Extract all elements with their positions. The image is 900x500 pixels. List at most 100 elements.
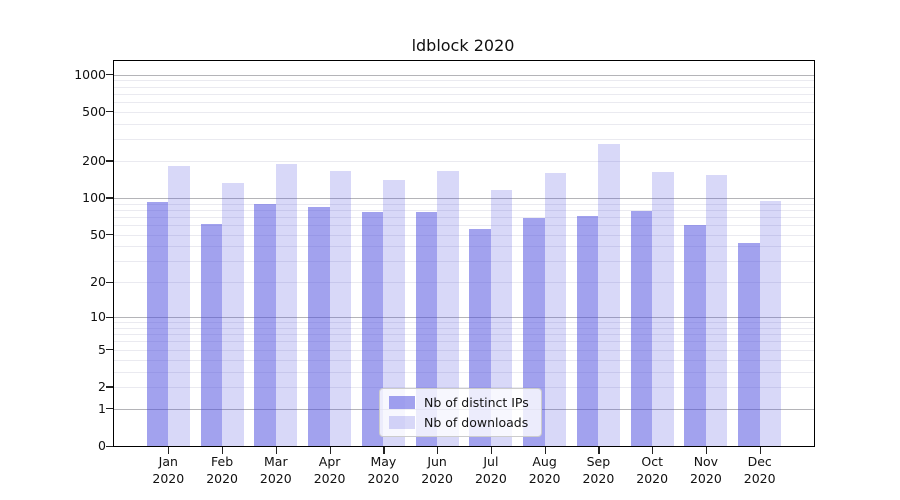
- x-axis-tick-label: Feb 2020: [206, 454, 238, 486]
- y-axis-tick-mark: [106, 349, 113, 351]
- bar-downloads: [222, 182, 244, 446]
- y-axis-tick-label: 5: [98, 341, 106, 357]
- gridline-minor: [114, 216, 814, 218]
- y-axis-tick-mark: [106, 445, 113, 447]
- bar-downloads: [705, 174, 728, 446]
- gridline-minor: [114, 234, 814, 236]
- gridline-minor: [114, 123, 814, 125]
- x-axis-tick-label: Nov 2020: [689, 454, 722, 486]
- x-axis-tick-label: Mar 2020: [259, 454, 292, 486]
- y-axis-tick-label: 50: [90, 226, 106, 242]
- y-axis-tick-mark: [106, 386, 113, 388]
- y-axis-tick-mark: [106, 160, 113, 162]
- x-axis-tick-mark: [168, 447, 170, 454]
- bar-downloads: [275, 163, 298, 446]
- y-axis-tick-mark: [106, 74, 113, 76]
- chart-title: ldblock 2020: [411, 36, 515, 55]
- gridline-minor: [114, 359, 814, 361]
- bar-distinct-ips: [576, 216, 599, 446]
- plot-area: 0 1 2 5 10 20 50 100 200 500 1000 Jan 2020 Feb 2020 Mar…: [74, 60, 815, 486]
- x-axis-tick-label: May 2020: [367, 454, 400, 486]
- y-axis-tick-mark: [106, 316, 113, 318]
- y-axis-tick-mark: [106, 281, 113, 283]
- y-axis-tick-label: 500: [82, 103, 106, 119]
- gridline-minor: [114, 86, 814, 88]
- y-axis-tick-label: 200: [82, 152, 106, 168]
- gridline-minor: [114, 139, 814, 141]
- bar-downloads: [383, 179, 405, 446]
- gridline-minor: [114, 102, 814, 103]
- gridline-minor: [114, 209, 814, 211]
- y-axis-tick-label: 2: [98, 378, 106, 394]
- legend-item: Nb of downloads: [389, 415, 529, 430]
- bar-distinct-ips: [200, 224, 223, 446]
- gridline-minor: [114, 327, 814, 329]
- gridline-minor: [114, 386, 814, 388]
- x-axis-tick-mark: [222, 447, 224, 454]
- x-axis-tick-label: Oct 2020: [636, 454, 669, 486]
- x-axis-tick-mark: [759, 447, 761, 454]
- x-axis-tick-label: Aug 2020: [528, 454, 561, 486]
- legend-swatch-distinct-ips: [389, 396, 415, 409]
- bar-downloads: [329, 170, 352, 446]
- bar-distinct-ips: [630, 211, 653, 446]
- x-axis-tick-mark: [544, 447, 546, 454]
- gridline-minor: [114, 111, 814, 113]
- x-axis-tick-label: Sep 2020: [582, 454, 615, 486]
- x-axis-tick-label: Dec 2020: [743, 454, 776, 486]
- bar-downloads: [598, 143, 620, 446]
- x-axis-tick-mark: [490, 447, 493, 454]
- x-axis-tick-mark: [437, 447, 439, 454]
- gridline-minor: [114, 80, 814, 82]
- gridline-major: [114, 74, 814, 76]
- legend-swatch-downloads: [389, 416, 415, 429]
- x-axis-tick-mark: [598, 447, 600, 454]
- y-axis-tick-mark: [106, 234, 113, 236]
- bar-downloads: [759, 201, 782, 446]
- y-axis-tick-label: 10: [90, 309, 106, 325]
- gridline-minor: [114, 282, 814, 284]
- y-axis-tick-label: 1: [98, 400, 106, 416]
- x-axis-tick-label: Jul 2020: [474, 454, 507, 486]
- bar-downloads: [652, 171, 674, 446]
- bar-distinct-ips: [308, 207, 330, 446]
- y-axis-tick-label: 20: [90, 274, 106, 290]
- legend-label: Nb of downloads: [424, 415, 529, 430]
- y-axis-tick-mark: [106, 197, 113, 199]
- gridline-minor: [114, 160, 814, 162]
- bar-distinct-ips: [146, 201, 169, 446]
- legend: Nb of distinct IPs Nb of downloads: [379, 388, 542, 437]
- x-axis-tick-mark: [705, 447, 708, 454]
- x-axis-tick-mark: [383, 447, 385, 454]
- legend-label: Nb of distinct IPs: [424, 395, 529, 410]
- gridline-minor: [114, 341, 814, 343]
- gridline-minor: [114, 322, 814, 324]
- x-axis-tick-label: Jan 2020: [152, 454, 185, 486]
- y-axis-tick-mark: [106, 111, 113, 113]
- gridline-minor: [114, 349, 814, 351]
- gridline-minor: [114, 334, 814, 336]
- x-axis-tick-mark: [652, 447, 654, 454]
- gridline-minor: [114, 93, 814, 95]
- bar-downloads: [490, 190, 513, 446]
- gridline-major: [114, 197, 814, 199]
- x-axis-tick-mark: [329, 447, 331, 454]
- gridline-minor: [114, 246, 814, 248]
- gridline-minor: [114, 371, 814, 373]
- gridline-minor: [114, 225, 814, 226]
- x-axis-tick-label: Apr 2020: [313, 454, 346, 486]
- gridline-minor: [114, 203, 814, 205]
- bar-distinct-ips: [738, 242, 760, 446]
- bar-downloads: [437, 170, 459, 446]
- bar-downloads: [168, 166, 190, 446]
- y-axis-tick-label: 1000: [74, 66, 106, 82]
- x-axis-tick-mark: [275, 447, 277, 454]
- y-axis-tick-label: 100: [82, 189, 106, 205]
- bar-distinct-ips: [361, 211, 384, 446]
- bar-distinct-ips: [415, 211, 438, 446]
- gridline-minor: [114, 261, 814, 263]
- bar-distinct-ips: [684, 225, 706, 446]
- y-axis-tick-label: 0: [98, 438, 106, 453]
- bar-downloads: [544, 172, 567, 446]
